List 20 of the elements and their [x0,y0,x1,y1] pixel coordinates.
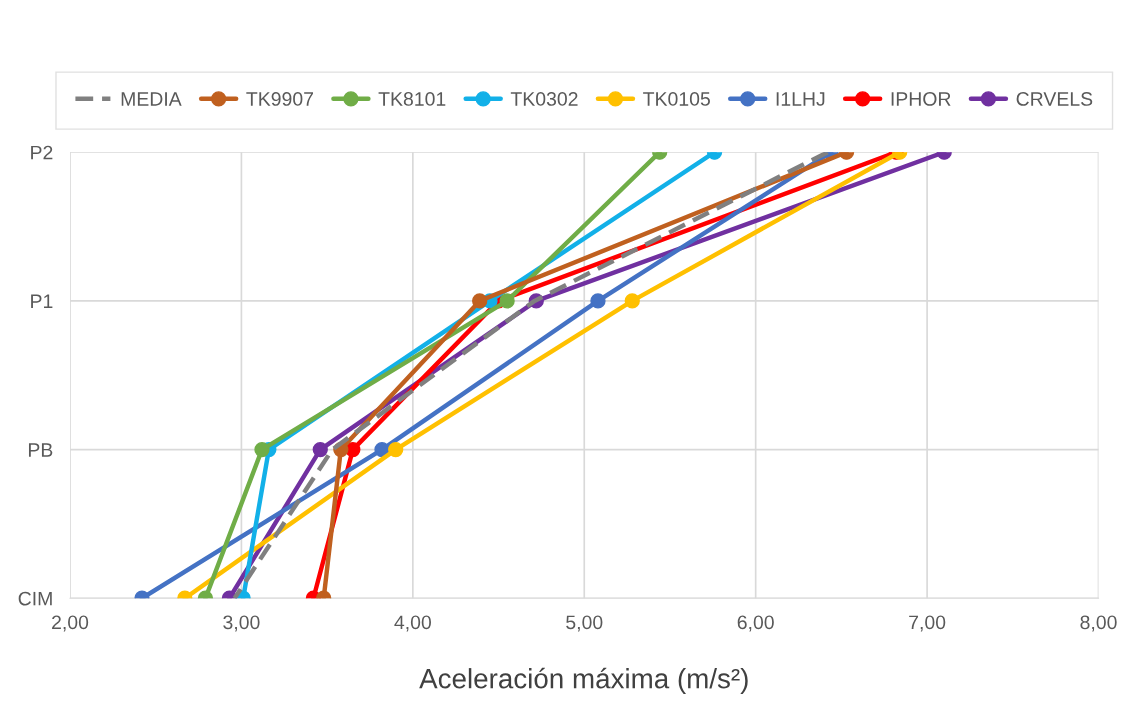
legend-label: IPHOR [891,92,951,106]
y-tick-label: P2 [31,145,53,160]
y-tick-label: PB [28,443,53,457]
x-tick-label: 8,00 [1080,615,1117,632]
legend-label: I1LHJ [776,92,825,106]
x-tick-label: 2,00 [52,615,89,632]
x-tick-label: 6,00 [737,615,774,632]
legend-label: TK8101 [378,92,446,106]
x-tick-label: 4,00 [394,615,431,632]
y-tick-label: P1 [31,294,53,308]
legend-label: CRVELS [1016,92,1093,106]
legend-label: TK9907 [246,92,313,106]
legend-label: TK0302 [510,92,578,106]
legend-label: TK0105 [643,92,710,106]
x-tick-label: 5,00 [566,615,603,632]
x-tick-label: 3,00 [223,615,260,632]
x-axis-title: Aceleración máxima (m/s²) [419,667,748,694]
x-tick-label: 7,00 [909,615,946,632]
y-tick-label: CIM [18,591,52,606]
legend-label: MEDIA [121,92,182,106]
